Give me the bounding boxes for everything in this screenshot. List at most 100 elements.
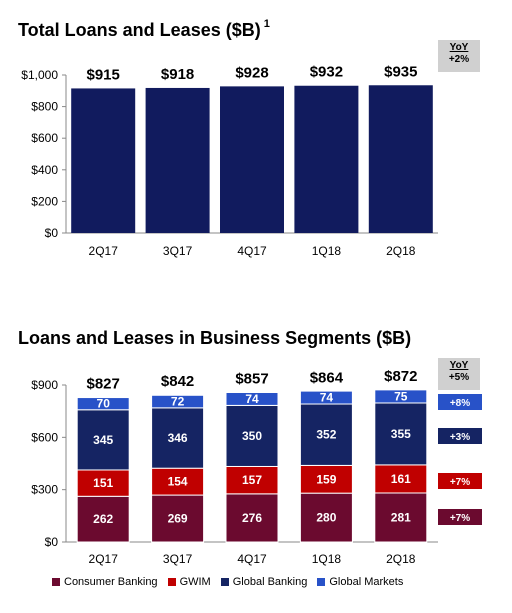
chart1-yoy-box: YoY +2% <box>438 40 480 72</box>
series-yoy-label: +8% <box>450 398 470 409</box>
bar <box>71 88 136 234</box>
x-tick-label: 3Q17 <box>163 552 193 566</box>
segment-label: 352 <box>316 428 336 442</box>
series-yoy-label: +7% <box>450 513 470 524</box>
y-tick-label: $600 <box>31 430 58 444</box>
legend-item-global-markets: Global Markets <box>317 576 403 588</box>
segment-label: 72 <box>171 395 185 409</box>
segment-label: 74 <box>320 391 334 405</box>
segment-label: 74 <box>245 392 259 406</box>
legend-item-gwim: GWIM <box>167 576 211 588</box>
segment-label: 269 <box>168 512 188 526</box>
data-label: $935 <box>384 63 417 80</box>
total-label: $864 <box>310 369 344 386</box>
y-tick-label: $200 <box>31 194 58 208</box>
x-tick-label: 2Q17 <box>89 244 119 258</box>
series-yoy-label: +3% <box>450 432 470 443</box>
x-tick-label: 4Q17 <box>237 552 267 566</box>
y-tick-label: $600 <box>31 131 58 145</box>
segment-label: 346 <box>168 431 188 445</box>
chart2-yoy-box: YoY +5% <box>438 358 480 390</box>
x-tick-label: 3Q17 <box>163 244 193 258</box>
total-label: $827 <box>87 376 120 393</box>
segment-label: 350 <box>242 429 262 443</box>
bar-segment <box>374 389 428 404</box>
yoy-value: +2% <box>448 54 470 65</box>
y-tick-label: $400 <box>31 163 58 177</box>
legend-swatch <box>220 578 229 586</box>
legend-label: Consumer Banking <box>64 576 158 588</box>
series-yoy-badge <box>438 394 482 410</box>
series-yoy-label: +7% <box>450 477 470 488</box>
x-tick-label: 2Q17 <box>89 552 119 566</box>
chart1-title: Total Loans and Leases ($B) 1 <box>18 18 270 40</box>
segment-label: 276 <box>242 511 262 525</box>
x-tick-label: 1Q18 <box>312 244 342 258</box>
legend-label: Global Banking <box>232 576 308 588</box>
bar-segment <box>76 469 130 497</box>
legend-item-consumer-banking: Consumer Banking <box>52 576 158 588</box>
yoy-value: +5% <box>448 372 470 383</box>
x-tick-label: 2Q18 <box>386 244 416 258</box>
footnote-marker: 1 <box>263 18 270 30</box>
y-tick-label: $300 <box>31 483 58 497</box>
y-tick-label: $900 <box>31 378 58 392</box>
segment-label: 159 <box>316 472 336 486</box>
bar-segment <box>225 404 279 467</box>
total-label: $857 <box>235 371 268 388</box>
segment-label: 280 <box>316 511 336 525</box>
segment-label: 281 <box>391 510 411 524</box>
bar-segment <box>76 409 130 471</box>
legend-label: Global Markets <box>329 576 404 588</box>
data-label: $918 <box>161 66 194 83</box>
bar <box>294 85 359 233</box>
y-tick-label: $800 <box>31 100 58 114</box>
segment-label: 355 <box>391 427 411 441</box>
segment-label: 345 <box>93 433 113 447</box>
bar <box>368 85 433 234</box>
bar-segment <box>225 392 279 406</box>
legend-item-global-banking: Global Banking <box>220 576 308 588</box>
chart2-legend: Consumer Banking GWIM Global Banking Glo… <box>52 576 403 588</box>
yoy-header: YoY <box>449 360 469 371</box>
y-tick-label: $0 <box>45 535 59 549</box>
legend-swatch <box>167 578 176 586</box>
y-tick-label: $0 <box>45 226 59 240</box>
segment-label: 70 <box>97 397 111 411</box>
legend-swatch <box>317 578 326 586</box>
segment-label: 154 <box>168 475 188 489</box>
series-yoy-badge <box>438 473 482 489</box>
segment-label: 75 <box>394 389 408 403</box>
y-tick-label: $1,000 <box>21 68 58 82</box>
total-label: $872 <box>384 368 417 385</box>
yoy-header: YoY <box>449 42 469 53</box>
segment-label: 157 <box>242 473 262 487</box>
x-tick-label: 1Q18 <box>312 552 342 566</box>
bar-segment <box>299 403 353 466</box>
bar-segment <box>299 464 353 494</box>
bar-segment <box>76 397 130 411</box>
bar-segment <box>374 464 428 494</box>
bar <box>145 87 210 234</box>
bar <box>220 86 284 233</box>
bar-segment <box>151 467 205 496</box>
segment-label: 262 <box>93 512 113 526</box>
bar-segment <box>374 492 428 543</box>
x-tick-label: 2Q18 <box>386 552 416 566</box>
segment-label: 161 <box>391 472 411 486</box>
bar-segment <box>374 402 428 466</box>
legend-label: GWIM <box>179 576 211 588</box>
data-label: $915 <box>87 66 120 83</box>
bar-segment <box>225 465 279 495</box>
data-label: $928 <box>235 64 268 81</box>
segment-label: 151 <box>93 476 113 490</box>
bar-segment <box>151 407 205 469</box>
series-yoy-badge <box>438 428 482 444</box>
x-tick-label: 4Q17 <box>237 244 267 258</box>
chart2-title: Loans and Leases in Business Segments ($… <box>18 328 412 348</box>
series-yoy-badge <box>438 509 482 525</box>
total-label: $842 <box>161 373 194 390</box>
bar-segment <box>299 390 353 405</box>
bar-segment <box>151 394 205 409</box>
